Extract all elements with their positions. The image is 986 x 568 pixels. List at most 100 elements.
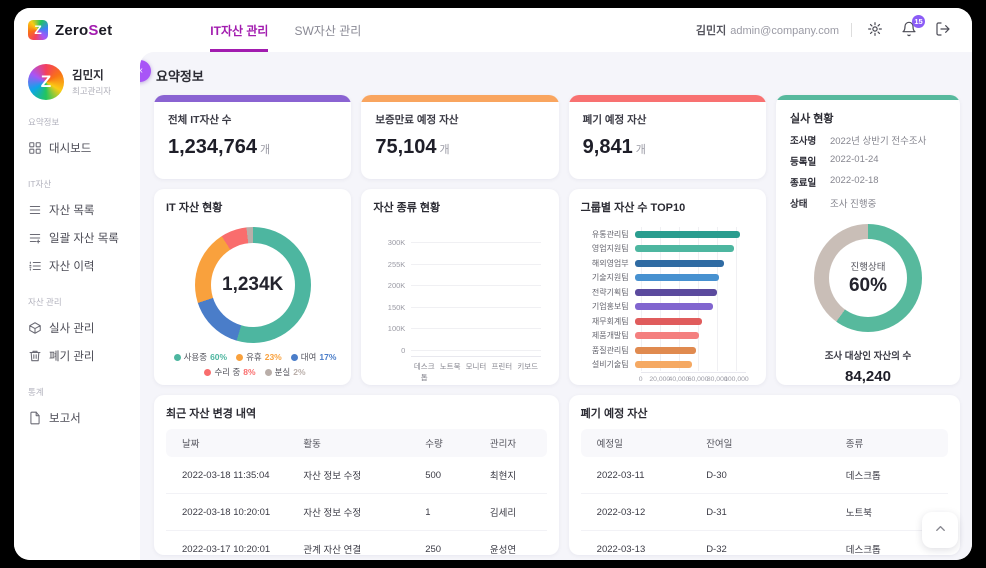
sidebar-item-bulk-asset-list[interactable]: 일괄 자산 목록 [28, 224, 126, 252]
bar [634, 274, 719, 282]
user-name: 김민지 [695, 25, 727, 37]
gridline: 300K [388, 238, 541, 247]
donut-label: 진행상태 [850, 262, 886, 273]
stat-label: 전체 IT자산 수 [168, 114, 232, 126]
table-cell: 2022-03-12 [580, 493, 699, 531]
stat-label: 보증만료 예정 자산 [375, 114, 459, 126]
legend-percent: 8% [243, 367, 256, 377]
logo-icon: Z [28, 20, 48, 40]
asset-status-donut-chart: 1,234K [194, 227, 311, 343]
sidebar-item-label: 일괄 자산 목록 [49, 233, 119, 245]
y-axis-tick: 0 [401, 346, 406, 355]
sidebar-section: 요약정보 대시보드 [28, 116, 126, 162]
stat-card-disposal-scheduled: 폐기 예정 자산 9,841 개 [568, 95, 766, 179]
y-axis-tick: 200K [387, 281, 406, 291]
table-row: 2022-03-17 10:20:01 관계 자산 연결 250 윤성연 [166, 530, 547, 555]
x-axis-tick: 100,000 [724, 376, 749, 383]
sidebar-item-asset-history[interactable]: 자산 이력 [28, 252, 126, 280]
card-accent-bar [568, 95, 766, 102]
table-row: 2022-03-13 D-32 데스크톱 [580, 530, 948, 555]
bar-label: 품질관리팀 [591, 345, 629, 355]
table-cell: D-30 [698, 457, 838, 494]
table-cell: 자산 정보 수정 [295, 493, 418, 531]
bell-icon [901, 21, 917, 40]
bar [634, 346, 697, 354]
notifications-button[interactable]: 15 [898, 15, 925, 41]
sidebar-item-label: 대시보드 [49, 143, 92, 155]
top-tabs: IT자산 관리 SW자산 관리 [210, 8, 361, 52]
header: Z ZeroSet IT자산 관리 SW자산 관리 김민지 admin@compa… [14, 8, 972, 52]
sidebar-item-label: 자산 이력 [49, 261, 95, 273]
donut-percent: 60% [848, 275, 887, 296]
sidebar-item-label: 실사 관리 [49, 323, 95, 335]
tab-it-asset-management[interactable]: IT자산 관리 [210, 8, 269, 52]
recent-changes-table: 날짜 활동 수량 관리자 2022-03-18 11:35:04 자산 정보 수정 50… [166, 429, 547, 555]
gridline [698, 227, 700, 371]
audit-target: 조사 대상인 자산의 수 84,240 [824, 351, 912, 385]
y-axis-tick: 100K [387, 324, 406, 334]
sidebar-section-title: 통계 [28, 387, 44, 397]
bar-label: 기업홍보팀 [591, 302, 629, 312]
user-info[interactable]: 김민지 admin@company.com [696, 22, 839, 38]
hbar-row: 기업홍보팀 [581, 300, 754, 315]
table-cell: 2022-03-17 10:20:01 [166, 530, 296, 555]
x-axis-category: 노트북 [439, 362, 461, 371]
x-axis-tick: 80,000 [706, 376, 728, 383]
sidebar-item-disposal-management[interactable]: 폐기 관리 [28, 342, 126, 370]
stat-value: 9,841 개 [582, 136, 646, 158]
group-top10-chart-card: 그룹별 자산 수 TOP10 유통관리팀 영업지원팀 해외영업부 기술지원팀 전략기획팀… [568, 189, 766, 385]
profile-role: 최고관리자 [72, 86, 112, 96]
document-icon [28, 411, 42, 425]
legend-item: 사용중 60% [173, 351, 227, 363]
sidebar-item-dashboard[interactable]: 대시보드 [28, 134, 126, 162]
table-cell: 관계 자산 연결 [295, 530, 418, 555]
legend-percent: 23% [264, 352, 282, 362]
bar [634, 332, 700, 340]
gridline [659, 227, 661, 371]
progress-donut-chart: 진행상태 60% [813, 224, 922, 332]
audit-field: 등록일 2022-01-24 [789, 154, 879, 168]
scroll-to-top-button[interactable] [922, 512, 958, 548]
legend-item: 수리 중 8% [204, 366, 256, 378]
sidebar-section: 자산 관리 실사 관리 폐기 관리 [28, 296, 126, 370]
stat-card-warranty-expiring: 보증만료 예정 자산 75,104 개 [361, 95, 559, 179]
bar-label: 해외영업부 [591, 258, 629, 268]
x-axis-tick: 40,000 [668, 376, 690, 383]
hbar-row: 유통관리팀 [581, 227, 754, 242]
asset-type-bar-chart: 0 100K 150K 200K 255K 300K 데스크톱 노트북 모니터 프린터 키보드 [388, 238, 541, 382]
table-cell: 500 [417, 457, 482, 494]
card-title: 실사 현황 [789, 113, 834, 125]
sidebar-item-label: 폐기 관리 [49, 351, 95, 363]
bar [634, 288, 717, 296]
x-axis-category: 데스크톱 [413, 362, 435, 382]
audit-field: 상태 조사 진행중 [789, 199, 877, 210]
bar-label: 유통관리팀 [591, 229, 629, 239]
sidebar-item-asset-list[interactable]: 자산 목록 [28, 196, 126, 224]
bar-label: 제품개발팀 [591, 331, 629, 341]
collapse-sidebar-button[interactable] [140, 60, 151, 82]
table-cell: 2022-03-18 10:20:01 [166, 493, 296, 531]
legend-dot-icon [204, 368, 212, 376]
trash-icon [28, 349, 42, 363]
gear-icon [867, 21, 883, 40]
hbar-row: 전략기획팀 [581, 285, 754, 300]
chevron-up-icon [933, 521, 948, 539]
group-top10-bar-chart: 유통관리팀 영업지원팀 해외영업부 기술지원팀 전략기획팀 기업홍보팀 재무회계팀 제품개발팀… [581, 227, 754, 385]
tab-sw-asset-management[interactable]: SW자산 관리 [294, 23, 362, 38]
settings-button[interactable] [864, 19, 886, 41]
sidebar-item-report[interactable]: 보고서 [28, 404, 126, 432]
sidebar-item-audit-management[interactable]: 실사 관리 [28, 314, 126, 342]
dashboard-icon [28, 141, 42, 155]
logout-button[interactable] [932, 19, 954, 41]
hbar-row: 기술지원팀 [581, 271, 754, 286]
legend-label: 대여 [300, 352, 317, 362]
gridline: 0 [401, 346, 541, 355]
table-row: 2022-03-18 11:35:04 자산 정보 수정 500 최현지 [166, 457, 547, 494]
legend-dot-icon [173, 353, 181, 361]
dashboard-grid: 전체 IT자산 수 1,234,764 개 보증만료 예정 자산 75,104 개 … [154, 95, 960, 555]
sidebar-item-label: 보고서 [49, 413, 81, 425]
card-accent-bar [775, 95, 960, 100]
app-logo[interactable]: Z ZeroSet [28, 20, 112, 40]
hbar-row: 품질관리팀 [581, 343, 754, 358]
